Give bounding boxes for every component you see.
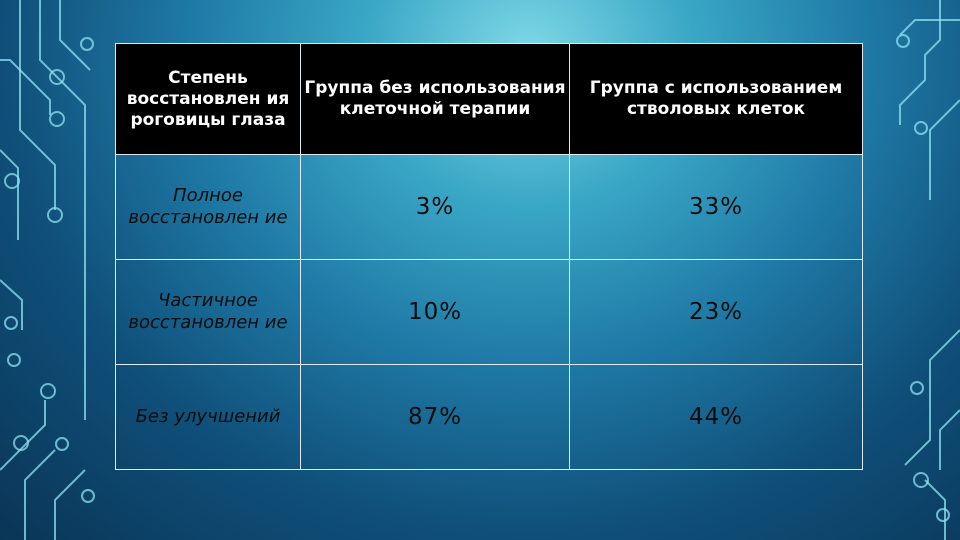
value-without-therapy: 87% — [300, 364, 570, 470]
value-with-stem-cells: 44% — [569, 364, 863, 470]
row-label: Полное восстановлен ие — [115, 154, 301, 260]
header-recovery-degree: Степень восстановлен ия роговицы глаза — [115, 43, 301, 155]
value-with-stem-cells: 23% — [569, 259, 863, 365]
results-table: Степень восстановлен ия роговицы глаза Г… — [115, 43, 863, 470]
row-label: Без улучшений — [115, 364, 301, 470]
table-row: Без улучшений 87% 44% — [115, 364, 863, 470]
table-row: Полное восстановлен ие 3% 33% — [115, 154, 863, 260]
header-group-stem-cells: Группа с использованием стволовых клеток — [569, 43, 863, 155]
header-group-without-therapy: Группа без использования клеточной терап… — [300, 43, 570, 155]
table-row: Частичное восстановлен ие 10% 23% — [115, 259, 863, 365]
value-with-stem-cells: 33% — [569, 154, 863, 260]
value-without-therapy: 10% — [300, 259, 570, 365]
row-label: Частичное восстановлен ие — [115, 259, 301, 365]
value-without-therapy: 3% — [300, 154, 570, 260]
table-header-row: Степень восстановлен ия роговицы глаза Г… — [115, 43, 863, 155]
